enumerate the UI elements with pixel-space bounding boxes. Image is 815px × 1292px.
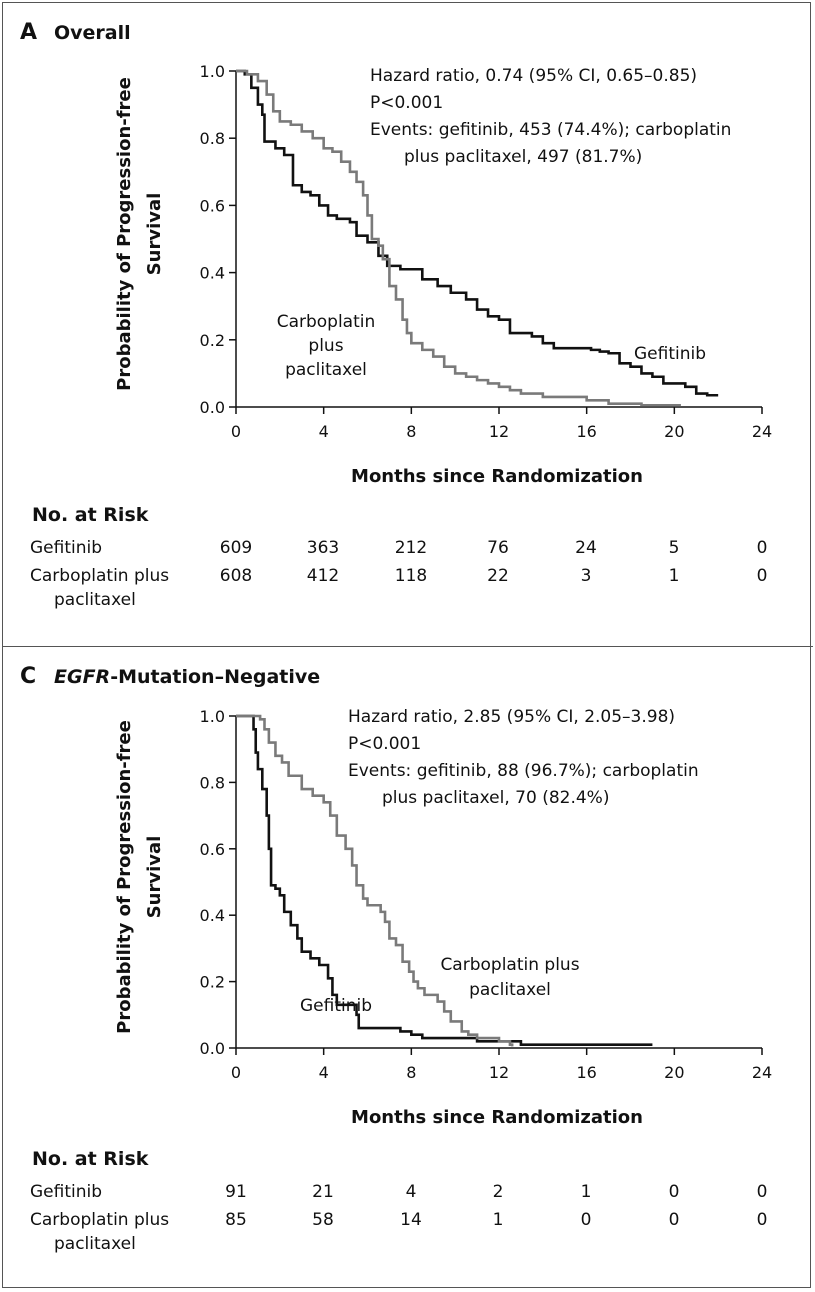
y-tick-label: 0.2: [200, 973, 225, 992]
stats-annotation-line: plus paclitaxel, 497 (81.7%): [404, 147, 642, 167]
stats-annotation-line: P<0.001: [348, 734, 421, 754]
y-axis-title-line2: Survival: [144, 836, 165, 919]
y-tick-label: 1.0: [200, 707, 225, 726]
stats-annotation-line: P<0.001: [370, 93, 443, 113]
series-label-carboplatin: paclitaxel: [469, 980, 551, 1000]
x-axis-title: Months since Randomization: [351, 1107, 643, 1128]
panel-letter: A: [20, 20, 38, 45]
x-tick-label: 0: [231, 1063, 241, 1082]
risk-value: 3: [580, 566, 592, 586]
risk-row-label-carboplatin: Carboplatin plus: [30, 1210, 170, 1230]
risk-value: 76: [487, 538, 509, 558]
series-label-carboplatin: paclitaxel: [285, 360, 367, 380]
panel-divider: [2, 646, 813, 647]
risk-value: 1: [580, 1182, 592, 1202]
risk-row-label-gefitinib: Gefitinib: [30, 538, 103, 558]
stats-annotation-line: plus paclitaxel, 70 (82.4%): [382, 788, 609, 808]
y-tick-label: 0.4: [200, 264, 225, 283]
x-axis-title: Months since Randomization: [351, 466, 643, 487]
x-tick-label: 16: [576, 1063, 596, 1082]
x-tick-label: 4: [319, 1063, 329, 1082]
risk-value: 0: [756, 1182, 768, 1202]
y-axis-title: Probability of Progression-free: [114, 77, 135, 391]
y-tick-label: 0.6: [200, 840, 225, 859]
risk-value: 22: [487, 566, 509, 586]
series-line-gefitinib: [236, 714, 653, 1046]
risk-value: 5: [668, 538, 680, 558]
series-label-carboplatin: plus: [308, 336, 343, 356]
x-tick-label: 24: [752, 422, 772, 441]
panel-title-rest: -Mutation–Negative: [110, 666, 321, 688]
series-label-carboplatin: Carboplatin: [277, 312, 376, 332]
x-tick-label: 16: [576, 422, 596, 441]
risk-value: 2: [492, 1182, 504, 1202]
x-tick-label: 20: [664, 1063, 684, 1082]
risk-row-label-gefitinib: Gefitinib: [30, 1182, 103, 1202]
panel-a: A Overall 0 4 8 12 16 20 24 0.0 0.2 0.4 0.6 0.8 1.0 M…: [0, 4, 815, 648]
risk-value: 0: [756, 538, 768, 558]
series-label-gefitinib: Gefitinib: [634, 344, 706, 364]
x-tick-label: 24: [752, 1063, 772, 1082]
risk-table-title: No. at Risk: [32, 1148, 149, 1170]
risk-value: 58: [312, 1210, 334, 1230]
series-line-carboplatin: [236, 69, 681, 407]
panel-c: C EGFR-Mutation–Negative 0 4 8 12 16 20 24 0.0 0…: [0, 648, 815, 1292]
x-tick-label: 8: [406, 1063, 416, 1082]
x-tick-label: 4: [319, 422, 329, 441]
risk-table-title: No. at Risk: [32, 504, 149, 526]
y-tick-label: 1.0: [200, 62, 225, 81]
y-tick-label: 0.8: [200, 129, 225, 148]
risk-value: 412: [306, 566, 340, 586]
risk-value: 91: [225, 1182, 247, 1202]
y-tick-label: 0.2: [200, 331, 225, 350]
y-axis-title-line2: Survival: [144, 193, 165, 276]
y-tick-label: 0.8: [200, 773, 225, 792]
risk-value: 363: [306, 538, 340, 558]
risk-value: 21: [312, 1182, 334, 1202]
series-label-carboplatin: Carboplatin plus: [440, 955, 579, 975]
panel-letter: C: [20, 664, 37, 689]
risk-value: 118: [394, 566, 428, 586]
stats-annotation-line: Hazard ratio, 0.74 (95% CI, 0.65–0.85): [370, 66, 697, 86]
risk-value: 1: [668, 566, 680, 586]
x-tick-label: 12: [489, 1063, 509, 1082]
risk-value: 608: [219, 566, 253, 586]
survival-chart-egfr-negative: 0 4 8 12 16 20 24 0.0 0.2 0.4 0.6 0.8 1.0 Months sinc…: [114, 707, 772, 1128]
x-tick-label: 12: [489, 422, 509, 441]
risk-value: 0: [756, 1210, 768, 1230]
x-tick-label: 20: [664, 422, 684, 441]
risk-value: 212: [394, 538, 428, 558]
panel-title: Overall: [54, 22, 131, 44]
risk-value: 24: [575, 538, 597, 558]
y-tick-label: 0.6: [200, 196, 225, 215]
stats-annotation-line: Events: gefitinib, 88 (96.7%); carboplat…: [348, 761, 699, 781]
risk-value: 4: [405, 1182, 417, 1202]
risk-value: 0: [756, 566, 768, 586]
risk-value: 609: [219, 538, 253, 558]
risk-value: 85: [225, 1210, 247, 1230]
panel-title-gene: EGFR: [54, 666, 111, 688]
x-tick-label: 0: [231, 422, 241, 441]
risk-value: 0: [580, 1210, 592, 1230]
risk-value: 0: [668, 1182, 680, 1202]
series-line-carboplatin: [236, 714, 514, 1047]
risk-row-label-carboplatin-cont: paclitaxel: [54, 1234, 136, 1254]
x-tick-label: 8: [406, 422, 416, 441]
survival-chart-overall: 0 4 8 12 16 20 24 0.0 0.2 0.4 0.6 0.8 1.0 Months sinc…: [114, 62, 772, 487]
stats-annotation-line: Hazard ratio, 2.85 (95% CI, 2.05–3.98): [348, 707, 675, 727]
risk-row-label-carboplatin: Carboplatin plus: [30, 566, 170, 586]
risk-row-label-carboplatin-cont: paclitaxel: [54, 590, 136, 610]
y-tick-label: 0.0: [200, 398, 225, 417]
y-axis-title: Probability of Progression-free: [114, 720, 135, 1034]
risk-value: 0: [668, 1210, 680, 1230]
y-tick-label: 0.0: [200, 1039, 225, 1058]
series-label-gefitinib: Gefitinib: [300, 996, 372, 1016]
risk-value: 1: [492, 1210, 504, 1230]
panel-title: EGFR-Mutation–Negative: [54, 666, 320, 688]
risk-value: 14: [400, 1210, 422, 1230]
series-line-gefitinib: [236, 69, 719, 397]
stats-annotation-line: Events: gefitinib, 453 (74.4%); carbopla…: [370, 120, 731, 140]
y-tick-label: 0.4: [200, 906, 225, 925]
